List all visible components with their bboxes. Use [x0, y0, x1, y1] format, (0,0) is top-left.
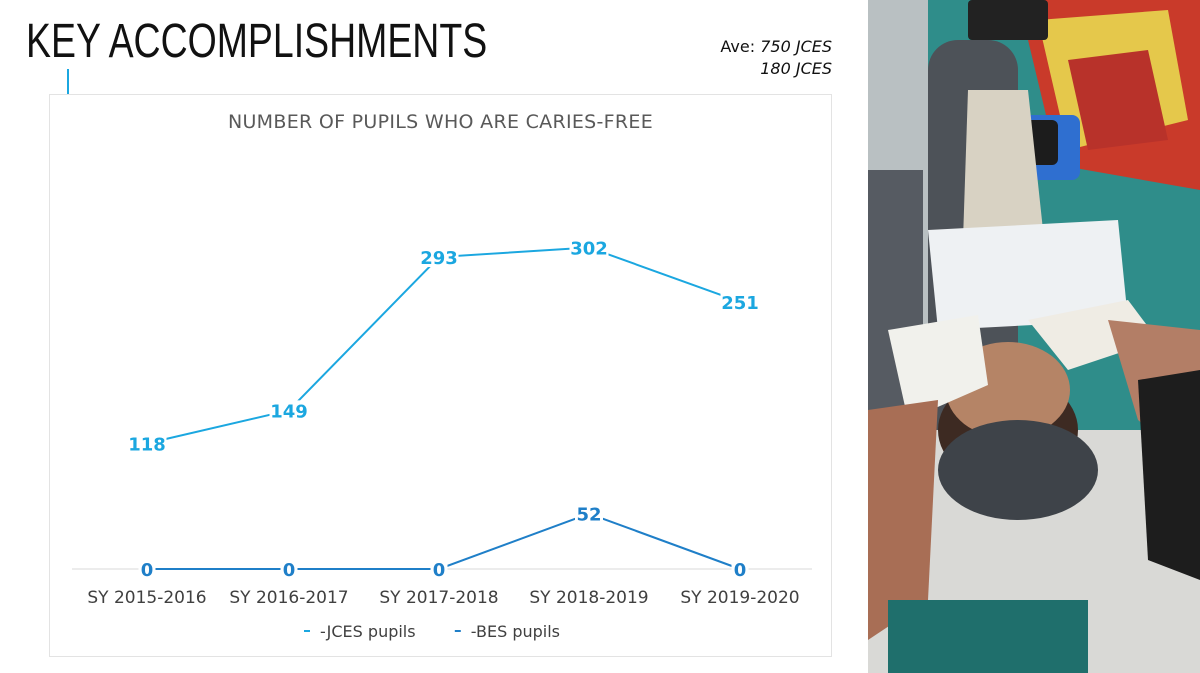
data-label: 302: [570, 238, 608, 259]
x-tick-label: SY 2019-2020: [680, 588, 799, 608]
series-line-jces-pupils: [146, 246, 741, 445]
data-label: 0: [283, 560, 296, 581]
average-note-line2: 180 JCES: [760, 59, 832, 78]
x-tick-label: SY 2017-2018: [379, 588, 498, 608]
caries-free-chart: NUMBER OF PUPILS WHO ARE CARIES-FREE 118…: [49, 94, 832, 657]
average-note-line1: Ave: 750 JCES: [720, 37, 832, 56]
data-label: 0: [433, 560, 446, 581]
legend-label: -BES pupils: [471, 622, 560, 641]
data-label: 0: [734, 560, 747, 581]
data-label: 149: [270, 401, 308, 422]
slide-title: KEY ACCOMPLISHMENTS: [26, 15, 488, 68]
data-label: 52: [576, 505, 601, 526]
data-label: 0: [141, 560, 154, 581]
data-label: 118: [128, 434, 166, 455]
average-note: Ave: 750 JCES 180 JCES: [720, 36, 832, 80]
data-label: 293: [420, 248, 458, 269]
x-tick-label: SY 2015-2016: [87, 588, 206, 608]
chart-plot-area: 118 149 293 302 251 0 0 0 52 0 SY 2015-2016 SY 2016…: [72, 237, 812, 641]
x-tick-label: SY 2018-2019: [529, 588, 648, 608]
data-label: 251: [721, 293, 759, 314]
photo-illustration: [868, 0, 1200, 673]
title-accent-line: [67, 69, 69, 94]
x-tick-label: SY 2016-2017: [229, 588, 348, 608]
dental-procedure-photo: [868, 0, 1200, 673]
chart-title: NUMBER OF PUPILS WHO ARE CARIES-FREE: [227, 111, 654, 133]
legend-label: -JCES pupils: [320, 622, 416, 641]
